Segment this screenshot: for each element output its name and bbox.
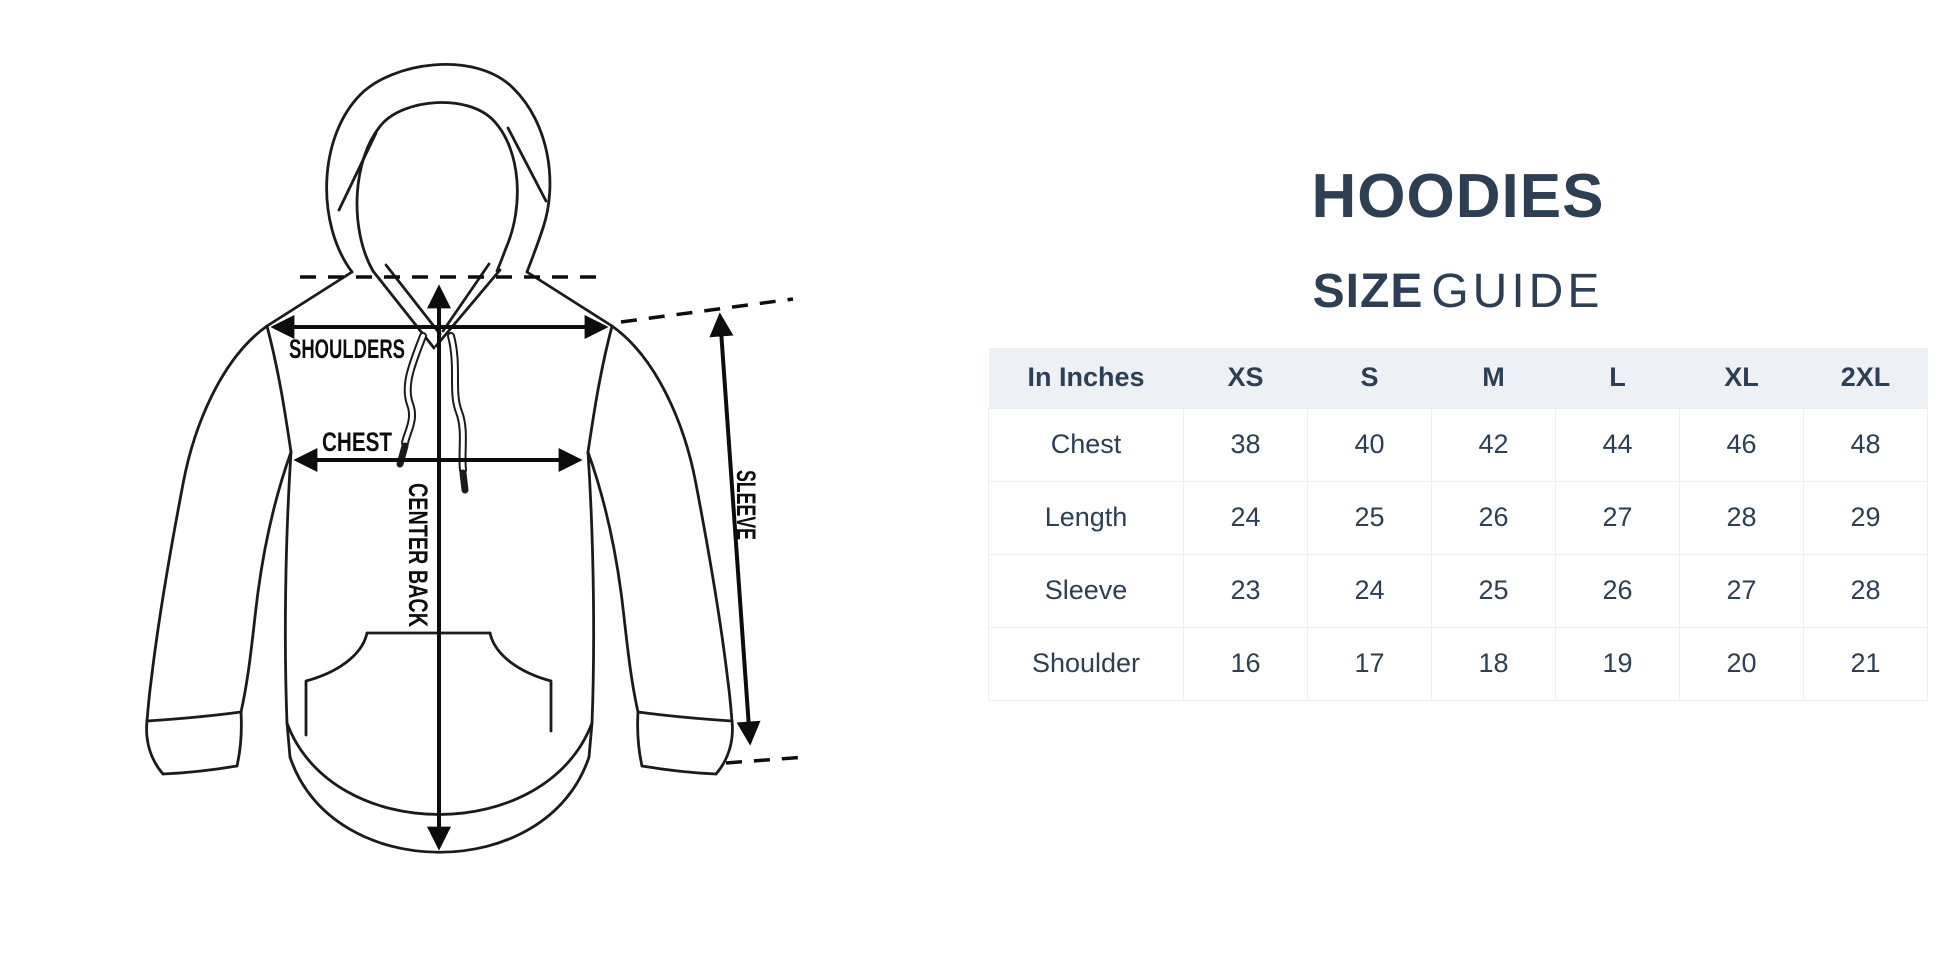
sleeve-right-inner	[586, 450, 640, 714]
header-size-2xl: 2XL	[1803, 348, 1928, 408]
drawstring-left-highlight	[403, 334, 425, 445]
sleeve-arrow	[709, 312, 761, 746]
hood-fold-right	[506, 126, 548, 203]
header-size-m: M	[1431, 348, 1556, 408]
size-guide-panel: HOODIES SIZE GUIDE In Inches XS S M L XL …	[988, 0, 1928, 973]
cell-value: 42	[1431, 407, 1556, 482]
armhole-left	[265, 324, 293, 454]
center-back-label: CENTER BACK	[403, 483, 433, 627]
row-label: Length	[988, 480, 1184, 555]
row-label: Sleeve	[988, 553, 1184, 628]
drawstring-right-aglet	[459, 469, 469, 494]
cell-value: 27	[1555, 480, 1680, 555]
header-size-xl: XL	[1679, 348, 1804, 408]
cell-value: 28	[1679, 480, 1804, 555]
cell-value: 17	[1307, 626, 1432, 701]
body-side-left	[283, 450, 293, 725]
sleeve-left-inner	[239, 450, 293, 714]
cell-value: 40	[1307, 407, 1432, 482]
page-title: HOODIES	[1311, 162, 1605, 231]
cell-value: 26	[1431, 480, 1556, 555]
cell-value: 21	[1803, 626, 1928, 701]
cell-value: 25	[1431, 553, 1556, 628]
header-size-xs: XS	[1183, 348, 1308, 408]
body-side-right	[586, 450, 596, 725]
table-row-length: Length 24 25 26 27 28 29	[988, 480, 1928, 555]
cell-value: 48	[1803, 407, 1928, 482]
shoulder-seam-right	[525, 270, 614, 328]
cell-value: 16	[1183, 626, 1308, 701]
size-table: In Inches XS S M L XL 2XL Chest 38 40 42…	[988, 348, 1928, 701]
hoodie-outline-group	[145, 63, 734, 854]
cuff-right-inner	[636, 710, 644, 768]
size-table-body: Chest 38 40 42 44 46 48 Length 24 25 26 …	[988, 407, 1928, 701]
size-table-header: In Inches XS S M L XL 2XL	[988, 348, 1928, 408]
cell-value: 24	[1183, 480, 1308, 555]
table-row-sleeve: Sleeve 23 24 25 26 27 28	[988, 553, 1928, 628]
hood-outer	[325, 63, 552, 274]
cell-value: 19	[1555, 626, 1680, 701]
cuff-right-bottom	[640, 764, 718, 776]
cell-value: 27	[1679, 553, 1804, 628]
hood-fold-left	[337, 131, 378, 212]
cuff-left-bottom	[161, 764, 239, 776]
cell-value: 23	[1183, 553, 1308, 628]
cell-value: 18	[1431, 626, 1556, 701]
hem-band-bottom	[288, 755, 591, 854]
dashed-line-top-right	[620, 297, 794, 324]
header-unit: In Inches	[988, 348, 1184, 408]
cell-value: 26	[1555, 553, 1680, 628]
cuff-right-top	[636, 710, 734, 723]
hem-band-left-edge	[285, 721, 292, 759]
table-row-chest: Chest 38 40 42 44 46 48	[988, 407, 1928, 482]
hem-band-right-edge	[587, 721, 594, 759]
cell-value: 24	[1307, 553, 1432, 628]
header-size-s: S	[1307, 348, 1432, 408]
cell-value: 46	[1679, 407, 1804, 482]
table-row-shoulder: Shoulder 16 17 18 19 20 21	[988, 626, 1928, 701]
sleeve-label: SLEEVE	[731, 470, 761, 540]
armhole-right	[586, 324, 614, 454]
shoulder-seam-left	[265, 270, 354, 328]
cell-value: 38	[1183, 407, 1308, 482]
cuff-right-outer	[714, 719, 734, 776]
cell-value: 20	[1679, 626, 1804, 701]
cuff-left-outer	[145, 719, 165, 776]
neck-v-right	[434, 268, 502, 348]
row-label: Chest	[988, 407, 1184, 482]
pocket-right	[488, 631, 553, 733]
cuff-left-top	[145, 710, 243, 723]
drawstrings	[396, 332, 469, 494]
page-subtitle: SIZE GUIDE	[988, 268, 1928, 316]
subtitle-guide: GUIDE	[1431, 265, 1604, 318]
cell-value: 44	[1555, 407, 1680, 482]
hoodie-diagram-svg: SHOULDERS CHEST CENTER BACK SLEEVE	[145, 63, 807, 854]
pocket-left	[304, 631, 369, 737]
subtitle-size: SIZE	[1312, 265, 1424, 318]
neck-v-right-inner	[441, 262, 491, 333]
cuff-left-inner	[235, 710, 243, 768]
hoodie-diagram: SHOULDERS CHEST CENTER BACK SLEEVE	[0, 0, 900, 973]
header-size-l: L	[1555, 348, 1680, 408]
measurement-labels: SHOULDERS CHEST CENTER BACK SLEEVE	[289, 334, 761, 627]
sleeve-left-outer	[145, 324, 269, 723]
shoulders-label: SHOULDERS	[289, 334, 405, 364]
cell-value: 25	[1307, 480, 1432, 555]
hood-inner	[355, 101, 519, 273]
dashed-line-bottom-right	[725, 755, 807, 765]
cell-value: 28	[1803, 553, 1928, 628]
table-header-row: In Inches XS S M L XL 2XL	[988, 348, 1928, 408]
chest-label: CHEST	[322, 427, 392, 457]
measurement-lines	[270, 275, 807, 851]
cell-value: 29	[1803, 480, 1928, 555]
row-label: Shoulder	[988, 626, 1184, 701]
